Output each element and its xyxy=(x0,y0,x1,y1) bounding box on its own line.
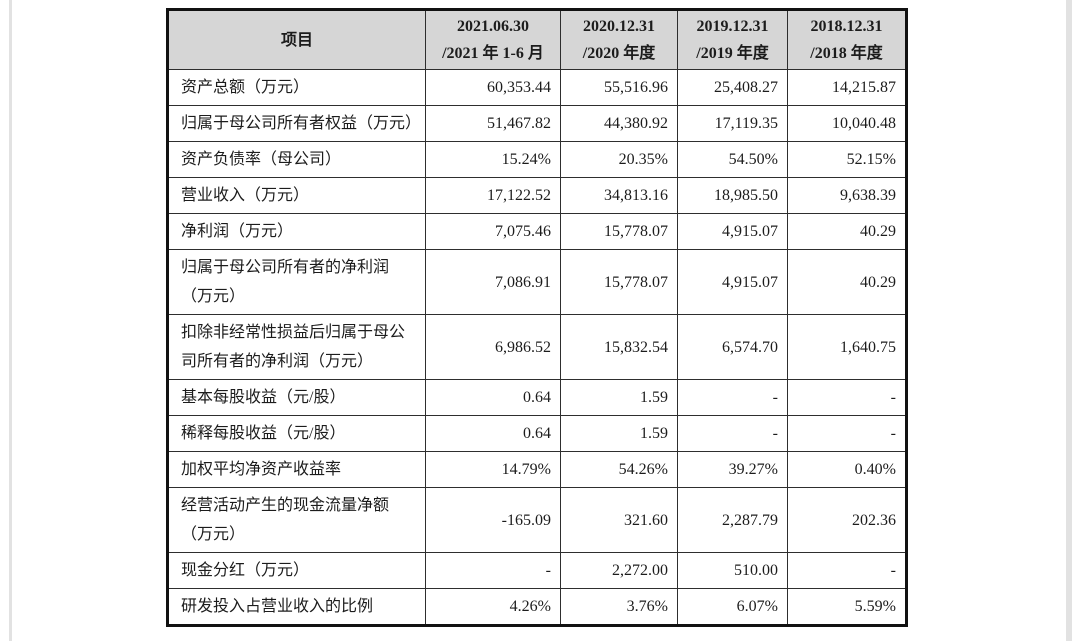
table-row: 资产总额（万元） 60,353.44 55,516.96 25,408.27 14,21… xyxy=(167,69,907,106)
table-row: 资产负债率（母公司） 15.24% 20.35% 54.50% 52.15% xyxy=(167,141,907,178)
period-range: /2020 年度 xyxy=(582,45,656,62)
row-value: 44,380.92 xyxy=(560,105,678,142)
header-cell-period-2018: 2018.12.31 /2018 年度 xyxy=(787,9,907,70)
row-value: - xyxy=(677,379,788,416)
header-cell-period-2020: 2020.12.31 /2020 年度 xyxy=(560,9,678,70)
table-row: 经营活动产生的现金流量净额（万元） -165.09 321.60 2,287.79 20… xyxy=(167,487,907,553)
row-value: 0.64 xyxy=(425,415,561,452)
row-value: 40.29 xyxy=(787,213,907,250)
row-value: 6.07% xyxy=(677,588,788,626)
row-label: 经营活动产生的现金流量净额（万元） xyxy=(167,487,426,553)
row-value: 2,272.00 xyxy=(560,552,678,589)
table-row: 基本每股收益（元/股） 0.64 1.59- - xyxy=(167,379,907,416)
row-value: 2,287.79 xyxy=(677,487,788,553)
row-value: 20.35% xyxy=(560,141,678,178)
table-row: 归属于母公司所有者权益（万元） 51,467.82 44,380.92 17,119.… xyxy=(167,105,907,142)
row-value: 54.50% xyxy=(677,141,788,178)
row-label: 归属于母公司所有者的净利润（万元） xyxy=(167,249,426,315)
row-label: 稀释每股收益（元/股） xyxy=(167,415,426,452)
row-value: 15,832.54 xyxy=(560,314,678,380)
row-label: 归属于母公司所有者权益（万元） xyxy=(167,105,426,142)
period-date: 2018.12.31 xyxy=(810,18,883,35)
header-cell-item: 项目 xyxy=(167,9,426,70)
row-value: -165.09 xyxy=(425,487,561,553)
row-value: - xyxy=(425,552,561,589)
period-date: 2021.06.30 xyxy=(457,18,529,35)
row-value: 10,040.48 xyxy=(787,105,907,142)
row-label: 加权平均净资产收益率 xyxy=(167,451,426,488)
table-row: 扣除非经常性损益后归属于母公司所有者的净利润（万元） 6,986.52 15,832… xyxy=(167,314,907,380)
row-value: 510.00 xyxy=(677,552,788,589)
row-label: 现金分红（万元） xyxy=(167,552,426,589)
period-range: /2021 年 1-6 月 xyxy=(442,45,544,62)
row-value: 1,640.75 xyxy=(787,314,907,380)
table-header: 项目 2021.06.30 /2021 年 1-6 月 2020.12.31 /… xyxy=(167,9,907,70)
table-row: 归属于母公司所有者的净利润（万元） 7,086.91 15,778.07 4,915.… xyxy=(167,249,907,315)
row-label: 营业收入（万元） xyxy=(167,177,426,214)
row-value: 14.79% xyxy=(425,451,561,488)
row-value: 15,778.07 xyxy=(560,213,678,250)
table-row: 研发投入占营业收入的比例 4.26% 3.76% 6.07% 5.59% xyxy=(167,588,907,626)
row-value: 25,408.27 xyxy=(677,69,788,106)
row-value: 4,915.07 xyxy=(677,213,788,250)
row-value: 18,985.50 xyxy=(677,177,788,214)
row-label: 净利润（万元） xyxy=(167,213,426,250)
row-value: - xyxy=(787,415,907,452)
header-row: 项目 2021.06.30 /2021 年 1-6 月 2020.12.31 /… xyxy=(167,9,907,70)
row-value: 54.26% xyxy=(560,451,678,488)
header-cell-period-2021: 2021.06.30 /2021 年 1-6 月 xyxy=(425,9,561,70)
row-value: 6,986.52 xyxy=(425,314,561,380)
row-value: - xyxy=(787,552,907,589)
page-left-edge xyxy=(9,0,12,641)
row-value: 1.59 xyxy=(560,415,678,452)
period-date: 2020.12.31 xyxy=(583,18,655,35)
period-range: /2018 年度 xyxy=(810,45,883,62)
row-value: 52.15% xyxy=(787,141,907,178)
row-value: 4.26% xyxy=(425,588,561,626)
header-item-label: 项目 xyxy=(280,31,313,49)
row-label: 基本每股收益（元/股） xyxy=(167,379,426,416)
row-value: 0.40% xyxy=(787,451,907,488)
row-value: 51,467.82 xyxy=(425,105,561,142)
header-cell-period-2019: 2019.12.31 /2019 年度 xyxy=(677,9,788,70)
row-value: 55,516.96 xyxy=(560,69,678,106)
row-value: 34,813.16 xyxy=(560,177,678,214)
row-value: 60,353.44 xyxy=(425,69,561,106)
row-value: 17,119.35 xyxy=(677,105,788,142)
row-value: 0.64 xyxy=(425,379,561,416)
table-row: 营业收入（万元） 17,122.52 34,813.16 18,985.50 9,638… xyxy=(167,177,907,214)
row-value: 15,778.07 xyxy=(560,249,678,315)
row-value: 6,574.70 xyxy=(677,314,788,380)
page-right-edge xyxy=(1066,0,1072,641)
row-value: 1.59 xyxy=(560,379,678,416)
row-value: 3.76% xyxy=(560,588,678,626)
row-value: 17,122.52 xyxy=(425,177,561,214)
table-row: 现金分红（万元） -2,272.00 510.00- xyxy=(167,552,907,589)
row-label: 资产负债率（母公司） xyxy=(167,141,426,178)
row-value: 14,215.87 xyxy=(787,69,907,106)
period-range: /2019 年度 xyxy=(696,45,769,62)
row-value: 15.24% xyxy=(425,141,561,178)
table-row: 稀释每股收益（元/股） 0.64 1.59- - xyxy=(167,415,907,452)
table-body: 资产总额（万元） 60,353.44 55,516.96 25,408.27 14,21… xyxy=(167,69,907,626)
row-label: 资产总额（万元） xyxy=(167,69,426,106)
period-date: 2019.12.31 xyxy=(696,18,769,35)
row-label: 研发投入占营业收入的比例 xyxy=(167,588,426,626)
row-label: 扣除非经常性损益后归属于母公司所有者的净利润（万元） xyxy=(167,314,426,380)
row-value: 7,086.91 xyxy=(425,249,561,315)
row-value: 202.36 xyxy=(787,487,907,553)
row-value: 321.60 xyxy=(560,487,678,553)
row-value: 4,915.07 xyxy=(677,249,788,315)
table-row: 净利润（万元） 7,075.46 15,778.07 4,915.07 40.29 xyxy=(167,213,907,250)
row-value: 9,638.39 xyxy=(787,177,907,214)
row-value: 39.27% xyxy=(677,451,788,488)
row-value: 5.59% xyxy=(787,588,907,626)
financial-summary-table: 项目 2021.06.30 /2021 年 1-6 月 2020.12.31 /… xyxy=(166,8,908,627)
row-value: - xyxy=(787,379,907,416)
financial-summary-table-container: 项目 2021.06.30 /2021 年 1-6 月 2020.12.31 /… xyxy=(166,8,908,627)
row-value: - xyxy=(677,415,788,452)
table-row: 加权平均净资产收益率 14.79% 54.26% 39.27% 0.40% xyxy=(167,451,907,488)
row-value: 40.29 xyxy=(787,249,907,315)
row-value: 7,075.46 xyxy=(425,213,561,250)
